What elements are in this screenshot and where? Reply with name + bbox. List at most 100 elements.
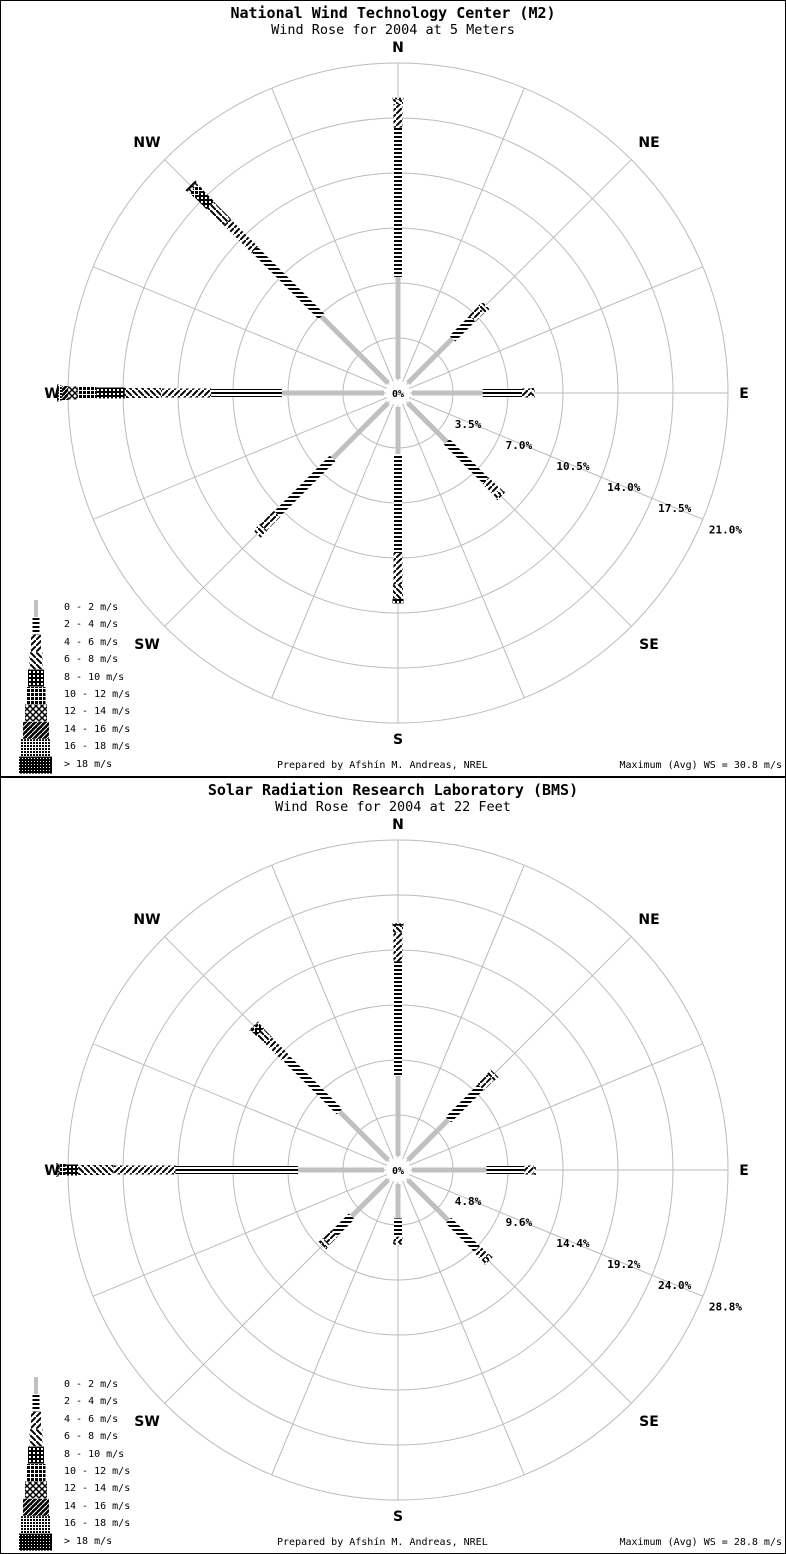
chart-subtitle: Wind Rose for 2004 at 5 Meters (271, 22, 515, 38)
prepared-by-credit: Prepared by Afshín M. Andreas, NREL (277, 1537, 488, 1548)
bar-e-bin-3 (533, 1165, 536, 1175)
direction-label-n: N (392, 817, 404, 833)
calm-center (386, 381, 410, 405)
bar-n-bin-2 (393, 932, 403, 962)
bar-w-bin-4 (65, 1164, 79, 1176)
bar-se-bin-3 (493, 488, 504, 499)
bar-n-bin-1 (394, 961, 402, 1076)
ring-label: 14.0% (607, 481, 640, 494)
bar-w-bin-0 (298, 1167, 384, 1173)
ring-label: 4.8% (455, 1195, 482, 1208)
bar-nw-bin-1 (251, 246, 325, 320)
bar-w-bin-1 (211, 389, 282, 397)
direction-label-ne: NE (638, 912, 659, 928)
direction-label-e: E (739, 1163, 749, 1179)
bar-nw-bin-2 (265, 1037, 290, 1062)
legend-swatch (29, 1429, 43, 1447)
bar-se-bin-1 (445, 1217, 480, 1252)
ring-label: 3.5% (455, 418, 482, 431)
bar-s-bin-3 (393, 1242, 403, 1245)
ring-label: 10.5% (556, 460, 589, 473)
direction-label-ne: NE (638, 135, 659, 151)
ring-label: 14.4% (556, 1237, 589, 1250)
legend-swatch (25, 1481, 47, 1499)
legend-swatch (32, 617, 40, 635)
bar-se-bin-2 (482, 477, 500, 495)
legend-label: 10 - 12 m/s (64, 689, 131, 700)
calm-center (386, 1158, 410, 1182)
direction-bars (56, 923, 536, 1265)
bar-w-bin-5 (77, 387, 97, 399)
bar-ne-bin-1 (445, 1084, 484, 1123)
direction-label-se: SE (639, 637, 659, 653)
bar-n-bin-1 (394, 127, 402, 277)
bar-ne-bin-4 (489, 1069, 499, 1079)
bar-n-bin-0 (395, 1075, 401, 1156)
legend-label: 8 - 10 m/s (64, 671, 125, 683)
bar-w-bin-7 (61, 386, 69, 400)
bar-nw-bin-5 (189, 184, 204, 199)
bar-sw-bin-0 (349, 1178, 390, 1219)
bar-w-bin-7 (56, 1163, 58, 1177)
bar-se-bin-0 (406, 401, 449, 444)
bar-nw-bin-3 (206, 201, 231, 226)
legend-label: 6 - 8 m/s (64, 1431, 119, 1443)
legend-swatch (29, 652, 43, 670)
prepared-by-credit: Prepared by Afshín M. Andreas, NREL (277, 760, 488, 771)
legend-label: 14 - 16 m/s (64, 723, 131, 735)
direction-label-nw: NW (133, 135, 160, 151)
legend-label: 10 - 12 m/s (64, 1466, 131, 1477)
bar-ne-bin-3 (477, 302, 489, 314)
direction-label-s: S (393, 732, 403, 748)
bar-se-bin-4 (496, 491, 506, 501)
legend-label: 8 - 10 m/s (64, 1448, 125, 1460)
bar-s-bin-2 (393, 1236, 403, 1243)
ring-label: 28.8% (709, 1300, 742, 1313)
bar-w-bin-2 (113, 1165, 176, 1175)
direction-label-w: W (44, 1163, 59, 1179)
ring-label: 17.5% (658, 502, 691, 515)
max-wind-speed-note: Maximum (Avg) WS = 30.8 m/s (619, 760, 782, 771)
center-label: 0% (392, 1166, 404, 1177)
bar-e-bin-1 (486, 1166, 525, 1174)
bar-sw-bin-1 (331, 1213, 355, 1237)
legend-swatch (31, 634, 41, 652)
legend-label: 4 - 6 m/s (64, 636, 119, 648)
ring-label: 19.2% (607, 1258, 640, 1271)
bar-w-bin-0 (281, 390, 384, 396)
legend-label: 0 - 2 m/s (64, 602, 119, 613)
direction-label-w: W (44, 386, 59, 402)
bar-nw-bin-2 (223, 218, 258, 253)
bar-w-bin-9 (57, 384, 59, 402)
bar-s-bin-0 (395, 1184, 401, 1219)
bar-e-bin-2 (522, 388, 532, 398)
bar-nw-bin-4 (252, 1024, 264, 1036)
direction-label-se: SE (639, 1414, 659, 1430)
bar-nw-bin-3 (256, 1028, 272, 1044)
legend-swatch (21, 739, 51, 757)
legend-label: 12 - 14 m/s (64, 1483, 131, 1495)
bar-e-bin-1 (482, 389, 522, 397)
legend-swatch (28, 669, 44, 687)
legend-swatch (26, 1464, 46, 1481)
legend-swatch (26, 687, 46, 704)
bar-nw-bin-6 (186, 181, 199, 194)
bar-n-bin-3 (393, 925, 403, 933)
legend-swatch (32, 1394, 40, 1412)
bar-se-bin-3 (482, 1254, 492, 1264)
bar-s-bin-1 (394, 454, 402, 554)
direction-bars (57, 97, 535, 604)
bar-w-bin-6 (57, 1163, 60, 1177)
legend-label: 12 - 14 m/s (64, 706, 131, 718)
legend-swatch (31, 1411, 41, 1429)
bar-s-bin-4 (392, 598, 404, 604)
bar-e-bin-3 (531, 388, 535, 398)
ring-label: 21.0% (709, 523, 742, 536)
bar-e-bin-0 (412, 390, 483, 396)
bar-nw-bin-4 (195, 190, 215, 210)
bar-n-bin-2 (393, 104, 403, 128)
wind-rose-plot: 0% 3.5% 7.0% 10.5% 14.0% 17.5% 21.0% N NE E SE S SW W… (44, 40, 749, 748)
speed-legend: 0 - 2 m/s 2 - 4 m/s 4 - 6 m/s 6 - 8 m/s 8 - … (12, 1375, 172, 1553)
bar-nw-bin-6 (249, 1021, 259, 1031)
legend-swatch (19, 1533, 52, 1551)
